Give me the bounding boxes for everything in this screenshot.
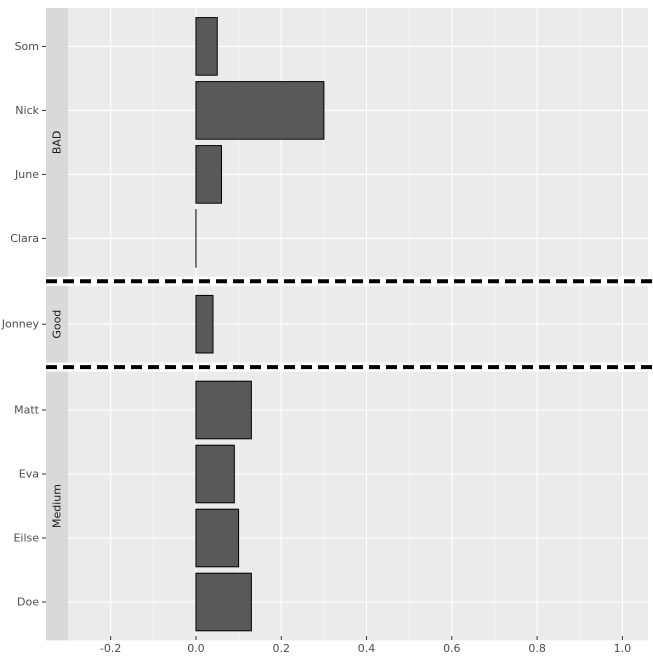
y-tick-label-som: Som: [15, 40, 39, 53]
facet-strip-label: BAD: [51, 131, 64, 155]
y-tick-label-eva: Eva: [19, 468, 39, 481]
x-axis: -0.2 0.0 0.2 0.4 0.6 0.8 1.0: [100, 636, 631, 655]
y-tick-label-eilse: Eilse: [13, 532, 39, 545]
x-tick-label: 0.2: [272, 642, 290, 655]
facet-strip-label: Medium: [51, 484, 64, 528]
bar-eva: [195, 444, 235, 504]
bar-som: [195, 17, 218, 76]
facet-strip-good: [46, 285, 68, 363]
x-tick-label: -0.2: [100, 642, 121, 655]
y-tick-label-clara: Clara: [10, 232, 39, 245]
bars: [195, 17, 325, 632]
x-tick-label: 0.6: [443, 642, 461, 655]
x-tick-label: 0.0: [187, 642, 205, 655]
facet-strip-bad: [46, 8, 68, 277]
bar-eilse: [195, 508, 240, 568]
x-tick-label: 1.0: [614, 642, 632, 655]
facet-panels: BAD Good Medium: [46, 8, 648, 641]
y-tick-label-matt: Matt: [14, 404, 40, 417]
y-tick-label-jonney: Jonney: [1, 318, 40, 331]
bar-doe: [195, 572, 252, 632]
y-tick-label-nick: Nick: [15, 104, 39, 117]
bar-matt: [195, 380, 252, 440]
y-tick-label-doe: Doe: [17, 596, 39, 609]
x-tick-label: 0.4: [358, 642, 376, 655]
facet-strip-label: Good: [51, 310, 64, 339]
facet-strip-medium: [46, 371, 68, 641]
y-axis: Som Nick June Clara Jonney Matt Eva Eilse Doe: [1, 40, 46, 609]
panel-background: [68, 8, 648, 277]
bar-jonney: [195, 294, 214, 354]
x-tick-label: 0.8: [528, 642, 546, 655]
bar-nick: [195, 81, 325, 140]
y-tick-label-june: June: [14, 168, 39, 181]
bar-june: [195, 145, 223, 204]
panel-background: [68, 371, 648, 641]
